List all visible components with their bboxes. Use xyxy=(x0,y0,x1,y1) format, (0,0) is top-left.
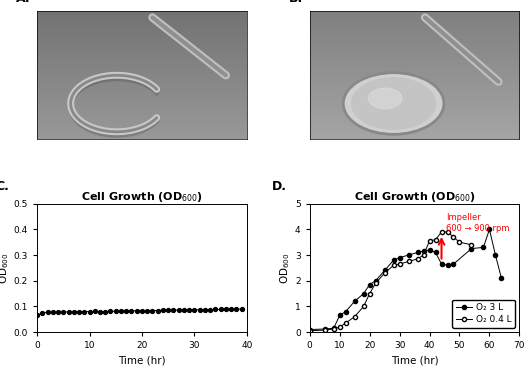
O₂ 0.4 L xyxy=(342,321,349,325)
O₂ 3 L xyxy=(498,276,505,280)
O₂ 3 L xyxy=(438,262,445,266)
O₂ 0.4 L xyxy=(360,304,367,308)
Text: B.: B. xyxy=(289,0,303,5)
O₂ 0.4 L xyxy=(469,242,475,247)
Text: D.: D. xyxy=(272,180,287,193)
O₂ 0.4 L xyxy=(306,329,313,333)
Text: A.: A. xyxy=(16,0,31,5)
O₂ 3 L xyxy=(414,250,421,255)
X-axis label: Time (hr): Time (hr) xyxy=(391,356,438,366)
O₂ 0.4 L xyxy=(373,281,379,286)
O₂ 3 L xyxy=(337,313,343,318)
Title: Cell Growth (OD$_{600}$): Cell Growth (OD$_{600}$) xyxy=(354,190,475,204)
O₂ 3 L xyxy=(405,253,412,257)
O₂ 0.4 L xyxy=(331,327,337,331)
Legend: O₂ 3 L, O₂ 0.4 L: O₂ 3 L, O₂ 0.4 L xyxy=(452,300,515,328)
O₂ 3 L xyxy=(450,262,457,266)
Line: O₂ 3 L: O₂ 3 L xyxy=(307,227,504,332)
O₂ 3 L xyxy=(366,282,373,287)
O₂ 0.4 L xyxy=(382,271,388,275)
O₂ 0.4 L xyxy=(444,230,450,234)
O₂ 0.4 L xyxy=(405,259,412,264)
O₂ 3 L xyxy=(342,309,349,314)
O₂ 0.4 L xyxy=(396,262,403,266)
O₂ 3 L xyxy=(360,292,367,296)
O₂ 3 L xyxy=(306,327,313,332)
Y-axis label: OD$_{600}$: OD$_{600}$ xyxy=(278,252,292,284)
O₂ 3 L xyxy=(486,227,492,232)
O₂ 0.4 L xyxy=(438,230,445,234)
O₂ 0.4 L xyxy=(414,257,421,261)
X-axis label: Time (hr): Time (hr) xyxy=(118,356,166,366)
O₂ 3 L xyxy=(382,268,388,273)
O₂ 3 L xyxy=(391,258,397,262)
O₂ 0.4 L xyxy=(456,240,463,244)
Text: Impeller
600 → 900 rpm: Impeller 600 → 900 rpm xyxy=(446,213,509,233)
O₂ 3 L xyxy=(331,326,337,331)
Circle shape xyxy=(368,88,402,108)
Title: Cell Growth (OD$_{600}$): Cell Growth (OD$_{600}$) xyxy=(81,190,203,204)
O₂ 3 L xyxy=(480,245,487,249)
O₂ 0.4 L xyxy=(366,292,373,296)
Circle shape xyxy=(343,73,444,134)
Line: O₂ 0.4 L: O₂ 0.4 L xyxy=(307,230,473,333)
O₂ 3 L xyxy=(351,299,358,303)
O₂ 3 L xyxy=(492,253,499,257)
O₂ 0.4 L xyxy=(391,263,397,268)
O₂ 3 L xyxy=(373,279,379,283)
O₂ 3 L xyxy=(322,327,328,331)
O₂ 0.4 L xyxy=(426,239,432,243)
O₂ 3 L xyxy=(444,263,450,268)
O₂ 3 L xyxy=(432,250,439,255)
O₂ 3 L xyxy=(469,246,475,251)
O₂ 0.4 L xyxy=(420,253,427,257)
O₂ 0.4 L xyxy=(351,314,358,319)
O₂ 0.4 L xyxy=(450,235,457,239)
Circle shape xyxy=(351,78,436,129)
O₂ 3 L xyxy=(420,249,427,254)
Y-axis label: OD$_{600}$: OD$_{600}$ xyxy=(0,252,11,284)
O₂ 3 L xyxy=(396,255,403,260)
Text: C.: C. xyxy=(0,180,9,193)
O₂ 0.4 L xyxy=(322,328,328,332)
O₂ 0.4 L xyxy=(337,325,343,329)
O₂ 3 L xyxy=(426,248,432,252)
O₂ 0.4 L xyxy=(432,237,439,242)
